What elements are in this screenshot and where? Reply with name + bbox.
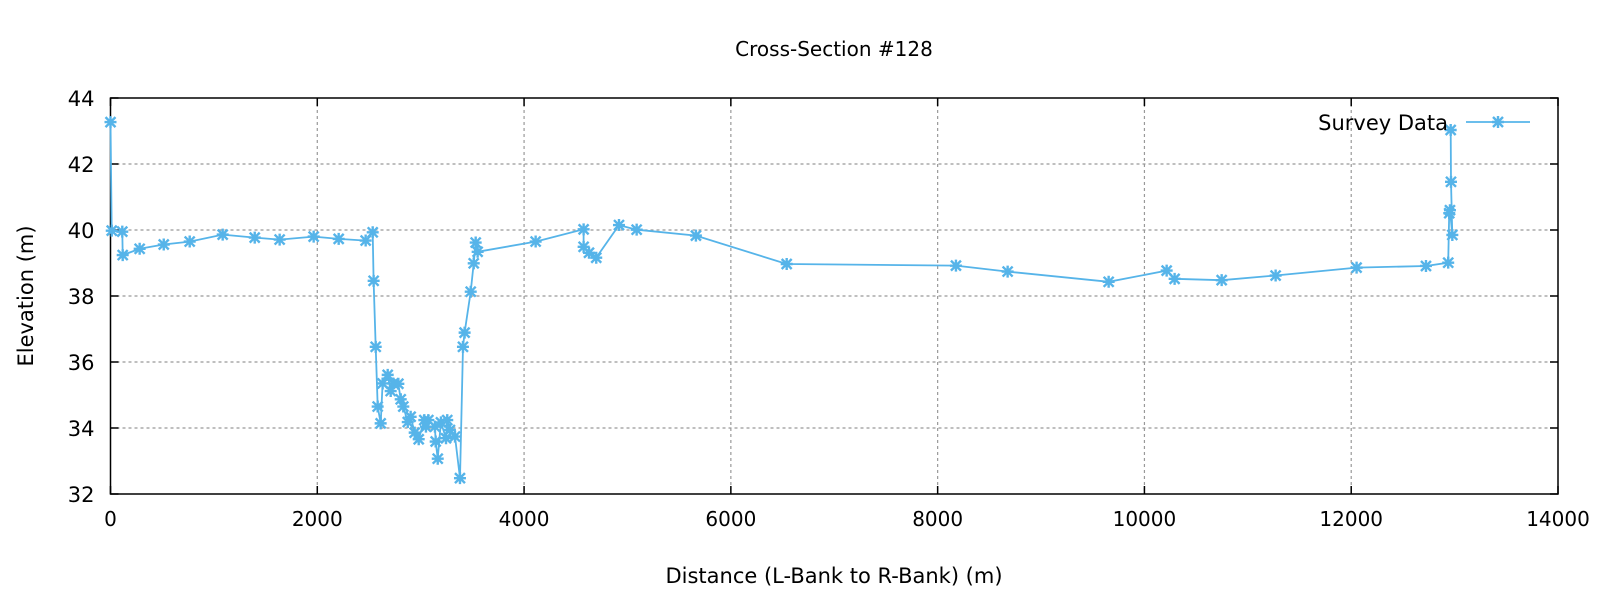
data-point	[429, 435, 442, 448]
y-tick-label: 40	[68, 219, 95, 243]
data-point	[577, 240, 590, 253]
data-point	[1444, 175, 1457, 188]
data-point	[183, 235, 196, 248]
data-point	[408, 426, 421, 439]
data-point	[529, 235, 542, 248]
data-point	[1001, 265, 1014, 278]
data-point	[307, 230, 320, 243]
data-point	[374, 417, 387, 430]
y-tick-label: 36	[68, 351, 95, 375]
data-point	[612, 219, 625, 232]
data-point	[949, 259, 962, 272]
data-point	[419, 420, 432, 433]
x-tick-label: 6000	[705, 507, 756, 531]
data-point	[434, 416, 447, 429]
data-point	[464, 285, 477, 298]
data-point	[449, 430, 462, 443]
data-point	[583, 246, 596, 259]
data-point	[458, 326, 471, 339]
data-point	[248, 231, 261, 244]
data-point	[780, 257, 793, 270]
data-point	[376, 377, 389, 390]
data-point	[366, 226, 379, 239]
data-point	[116, 225, 129, 238]
data-point	[116, 249, 129, 262]
data-point	[1168, 272, 1181, 285]
data-point	[104, 116, 117, 129]
x-tick-label: 4000	[499, 507, 550, 531]
data-point	[392, 377, 405, 390]
data-point	[367, 274, 380, 287]
data-point	[1446, 228, 1459, 241]
data-point	[1443, 204, 1456, 217]
data-point	[401, 416, 414, 429]
y-axis-label: Elevation (m)	[14, 225, 38, 366]
x-tick-label: 12000	[1319, 507, 1383, 531]
data-point	[332, 232, 345, 245]
data-point	[1102, 275, 1115, 288]
data-point	[384, 385, 397, 398]
data-point	[371, 400, 384, 413]
data-point	[453, 472, 466, 485]
data-point	[422, 414, 435, 427]
data-point	[471, 245, 484, 258]
data-point	[441, 414, 454, 427]
x-tick-label: 10000	[1113, 507, 1177, 531]
data-point	[456, 340, 469, 353]
grid	[110, 98, 1558, 494]
data-point	[133, 242, 146, 255]
data-point	[689, 229, 702, 242]
legend: Survey Data	[1318, 111, 1530, 135]
x-tick-label: 14000	[1526, 507, 1590, 531]
legend-label: Survey Data	[1318, 111, 1448, 135]
data-point	[412, 433, 425, 446]
data-point	[1160, 264, 1173, 277]
chart-title: Cross-Section #128	[735, 37, 933, 61]
y-tick-label: 32	[68, 483, 95, 507]
data-point	[1269, 269, 1282, 282]
data-point	[1215, 274, 1228, 287]
data-point	[394, 393, 407, 406]
data-point	[1442, 256, 1455, 269]
x-tick-label: 2000	[292, 507, 343, 531]
data-point	[431, 452, 444, 465]
x-axis-ticks: 0 2000 4000 6000 8000 10000 12000 14000	[104, 98, 1590, 531]
data-point	[428, 420, 441, 433]
data-point	[590, 251, 603, 264]
y-tick-label: 38	[68, 285, 95, 309]
y-axis-ticks: 32 34 36 38 40 42 44	[68, 87, 1558, 507]
data-point	[1350, 261, 1363, 274]
data-point	[467, 257, 480, 270]
data-point	[157, 238, 170, 251]
data-point	[440, 432, 453, 445]
data-point	[216, 228, 229, 241]
data-point	[369, 340, 382, 353]
x-tick-label: 0	[104, 507, 117, 531]
x-axis-label: Distance (L-Bank to R-Bank) (m)	[665, 564, 1002, 588]
data-point	[1419, 259, 1432, 272]
series-line	[109, 122, 1454, 479]
y-tick-label: 42	[68, 153, 95, 177]
data-point	[359, 234, 372, 247]
data-point	[469, 236, 482, 249]
data-point	[381, 368, 394, 381]
y-tick-label: 34	[68, 417, 95, 441]
data-point	[1444, 124, 1457, 137]
data-point	[443, 423, 456, 436]
x-tick-label: 8000	[912, 507, 963, 531]
data-point	[404, 410, 417, 423]
data-point	[397, 400, 410, 413]
y-tick-label: 44	[68, 87, 95, 111]
data-point	[630, 223, 643, 236]
data-point	[577, 223, 590, 236]
series-survey-data	[104, 116, 1459, 485]
data-point	[273, 233, 286, 246]
data-point	[1492, 116, 1504, 128]
data-point	[105, 224, 118, 237]
